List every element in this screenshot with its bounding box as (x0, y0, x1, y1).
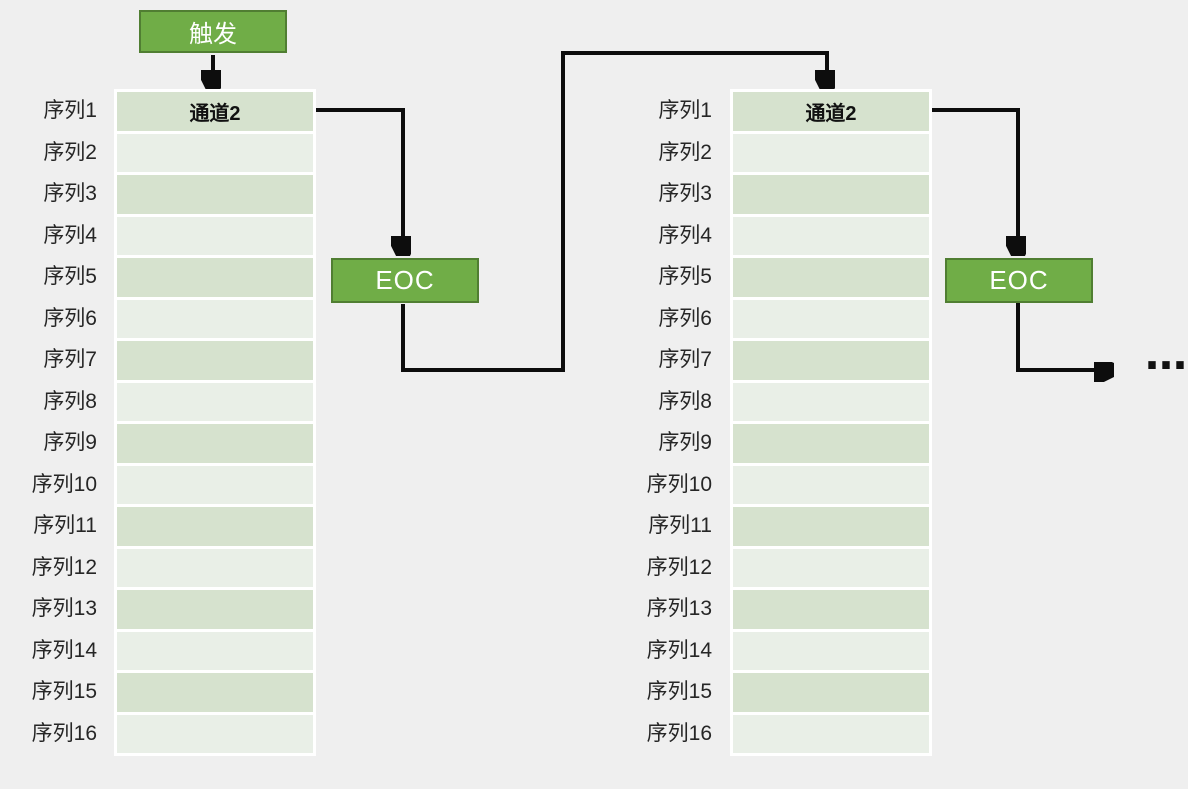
sequence-cell (733, 507, 929, 546)
sequence-cell (733, 631, 929, 670)
sequence-row-label: 序列10 (646, 472, 712, 496)
eoc-box-1: EOC (331, 258, 479, 303)
sequence-cell (117, 465, 313, 504)
sequence-cell (733, 465, 929, 504)
sequence-row-label: 序列3 (43, 182, 97, 205)
sequence-cell (117, 382, 313, 421)
trigger-label: 触发 (189, 21, 237, 48)
arrow-channel1-to-eoc1 (311, 108, 403, 250)
sequence-row-label: 序列13 (31, 597, 97, 620)
channel-cell: 通道2 (733, 92, 929, 131)
sequence-row-label: 序列5 (43, 265, 97, 288)
trigger-box: 触发 (139, 10, 287, 53)
sequence-row-label: 序列8 (658, 389, 712, 413)
sequence-cell (117, 548, 313, 587)
sequence-row-label: 序列5 (658, 265, 712, 288)
sequence-row-label: 序列1 (43, 99, 97, 122)
continuation-ellipsis: … (1145, 330, 1188, 379)
sequence-cell (733, 299, 929, 338)
arrow-channel2-to-eoc2 (925, 108, 1018, 250)
sequence-cell (733, 673, 929, 712)
sequence-cell (117, 714, 313, 753)
eoc-label: EOC (989, 265, 1049, 295)
sequence-cell (117, 341, 313, 380)
sequence-row-label: 序列14 (31, 638, 97, 662)
channel-cell: 通道2 (117, 92, 313, 131)
sequence-cell (117, 507, 313, 546)
sequence-row-label: 序列1 (658, 99, 712, 122)
sequence-cell (733, 382, 929, 421)
sequence-cell (117, 673, 313, 712)
eoc-box-2: EOC (945, 258, 1093, 303)
sequence-row-label: 序列14 (646, 638, 712, 662)
sequence-row-label: 序列9 (658, 431, 712, 454)
sequence-row-label: 序列10 (31, 472, 97, 496)
sequence-row-label: 序列3 (658, 182, 712, 205)
sequence-row-label: 序列2 (658, 140, 712, 164)
sequence-row-label: 序列16 (646, 721, 712, 745)
sequence-cell (117, 590, 313, 629)
sequence-cell (117, 133, 313, 172)
sequence-row-label: 序列15 (646, 680, 712, 703)
sequence-cell (733, 258, 929, 297)
sequence-row-label: 序列8 (43, 389, 97, 413)
sequence-row-label: 序列7 (658, 348, 712, 371)
sequence-cell (117, 631, 313, 670)
sequence-row-label: 序列4 (43, 223, 97, 247)
sequence-cell (117, 258, 313, 297)
sequence-row-label: 序列16 (31, 721, 97, 745)
sequence-row-label: 序列4 (658, 223, 712, 247)
sequence-row-label: 序列6 (658, 306, 712, 330)
sequence-row-label: 序列13 (646, 597, 712, 620)
sequence-labels-table2: 序列1 序列2 序列3 序列4 序列5 序列6 序列7 序列8 序列9 序列10 序列11 序列12 序… (632, 92, 712, 753)
sequence-cell (733, 341, 929, 380)
sequence-row-label: 序列9 (43, 431, 97, 454)
sequence-row-label: 序列7 (43, 348, 97, 371)
sequence-row-label: 序列15 (31, 680, 97, 703)
sequence-row-label: 序列12 (31, 555, 97, 579)
sequence-cell (117, 175, 313, 214)
sequence-cell (733, 548, 929, 587)
eoc-label: EOC (375, 265, 435, 295)
sequence-cell (733, 133, 929, 172)
sequence-table-2: 通道2 (730, 89, 932, 756)
sequence-cell (733, 216, 929, 255)
sequence-cell (117, 424, 313, 463)
sequence-cell (117, 299, 313, 338)
sequence-row-label: 序列6 (43, 306, 97, 330)
sequence-labels-table1: 序列1 序列2 序列3 序列4 序列5 序列6 序列7 序列8 序列9 序列10 序列11 序列12 序… (17, 92, 97, 753)
sequence-row-label: 序列11 (33, 514, 97, 537)
sequence-cell (733, 424, 929, 463)
arrow-eoc2-to-ellipsis (1016, 303, 1108, 370)
sequence-cell (733, 714, 929, 753)
sequence-row-label: 序列12 (646, 555, 712, 579)
sequence-cell (733, 590, 929, 629)
sequence-table-1: 通道2 (114, 89, 316, 756)
sequence-row-label: 序列11 (648, 514, 712, 537)
sequence-row-label: 序列2 (43, 140, 97, 164)
sequence-cell (733, 175, 929, 214)
sequence-cell (117, 216, 313, 255)
